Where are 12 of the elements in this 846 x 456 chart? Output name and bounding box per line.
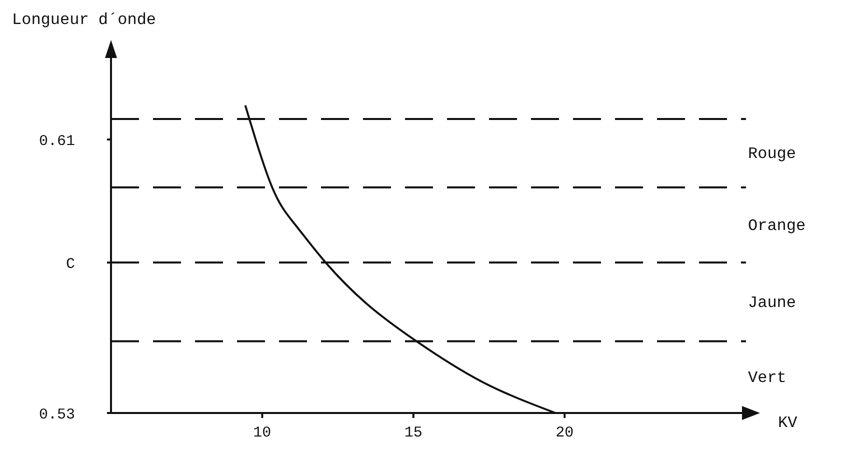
text: Vert xyxy=(748,369,786,388)
text: Rouge xyxy=(748,145,796,164)
x-axis-title: KV xyxy=(778,414,798,432)
y-tick-label: 0.61 xyxy=(38,132,75,150)
x-tick-label: 20 xyxy=(556,424,574,442)
x-tick-label: 10 xyxy=(253,424,272,442)
text: Orange xyxy=(748,216,806,235)
y-tick-label: C xyxy=(66,256,75,273)
text: Jaune xyxy=(748,294,796,312)
y-tick-label: 0.53 xyxy=(38,406,75,424)
y-axis-title: Longueur d´onde xyxy=(12,11,156,29)
x-tick-label: 15 xyxy=(404,424,422,442)
